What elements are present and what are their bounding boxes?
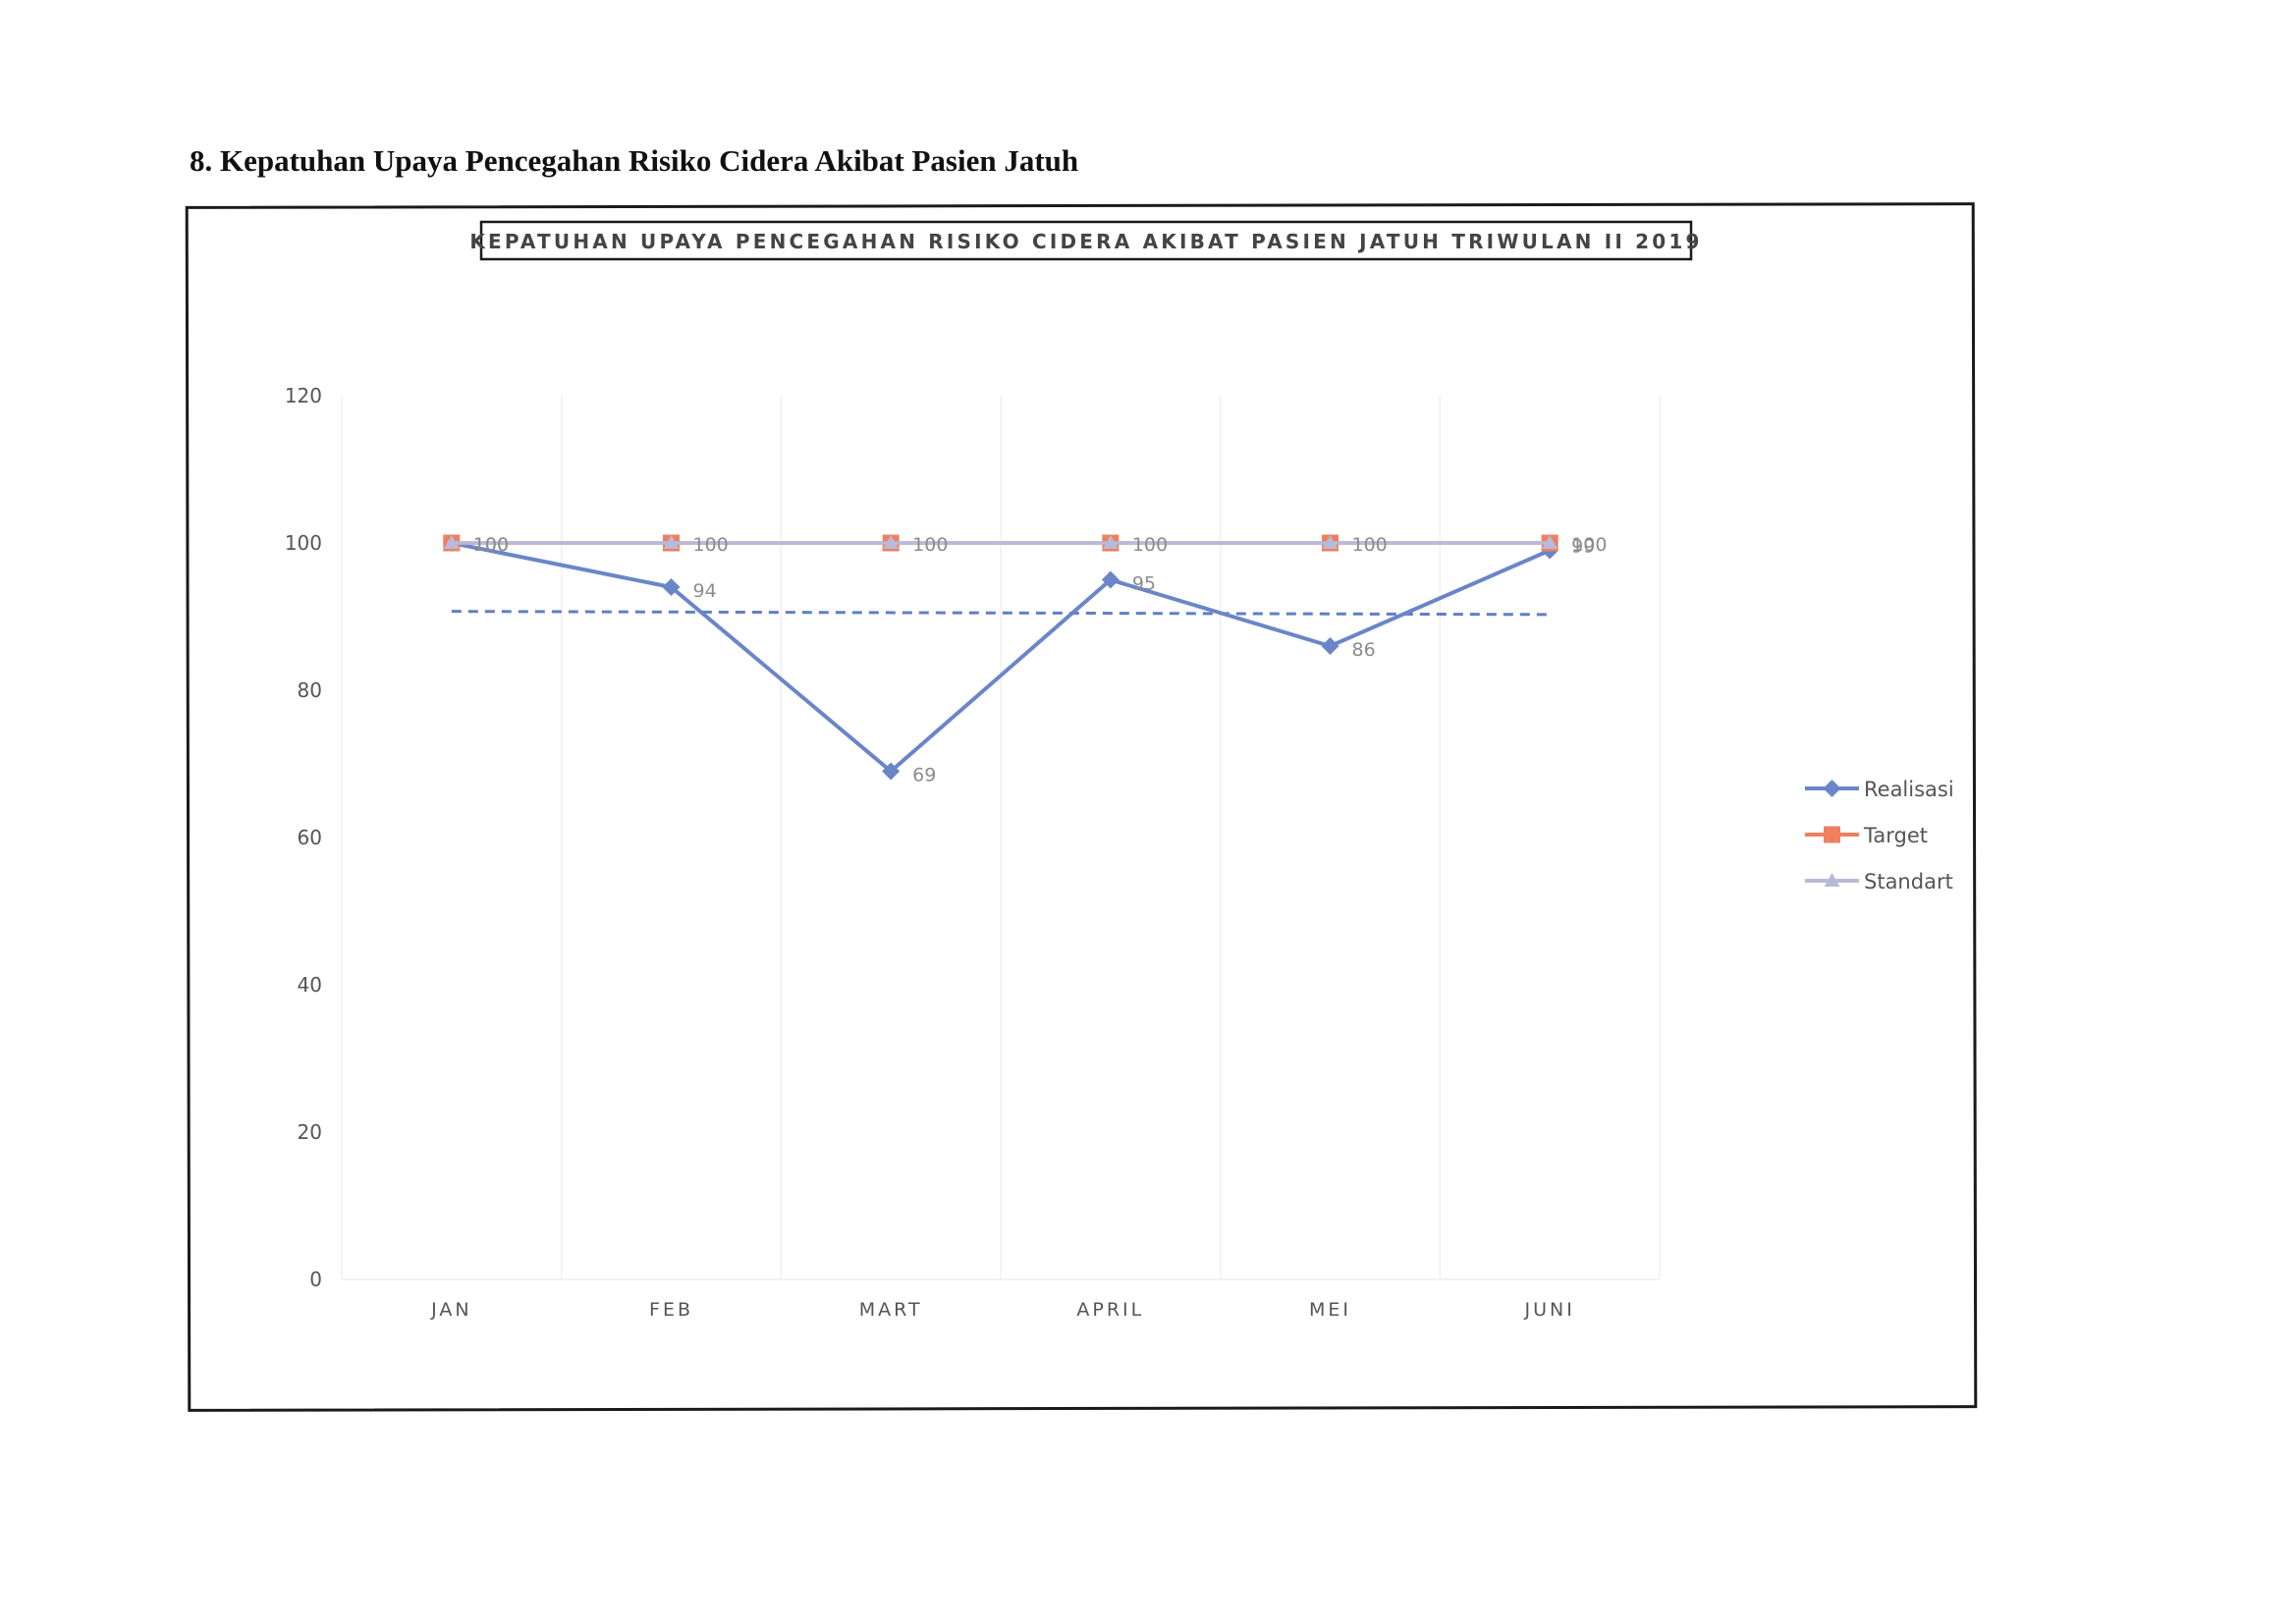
standart-data-label: 100 xyxy=(1132,534,1168,556)
x-axis: JAN FEB MART APRIL MEI JUNI xyxy=(430,1299,1575,1321)
y-axis: 0 20 40 60 80 100 120 xyxy=(285,384,322,1291)
y-tick-label: 80 xyxy=(298,678,322,702)
standart-point xyxy=(1322,535,1339,549)
realisasi-point xyxy=(1321,637,1339,655)
y-tick-label: 40 xyxy=(298,973,322,997)
legend-label: Standart xyxy=(1864,870,1953,893)
gridlines xyxy=(341,396,1661,1280)
standart-data-label: 100 xyxy=(473,534,509,556)
y-tick-label: 120 xyxy=(285,384,322,407)
legend-item-target: Target xyxy=(1805,824,1928,847)
standart-point xyxy=(663,535,680,549)
standart-point xyxy=(1102,535,1119,549)
series-layer xyxy=(442,534,1559,781)
x-tick-label: JAN xyxy=(430,1299,471,1321)
x-tick-label: APRIL xyxy=(1076,1299,1144,1321)
standart-data-label: 100 xyxy=(1352,534,1388,556)
chart-title: KEPATUHAN UPAYA PENCEGAHAN RISIKO CIDERA… xyxy=(469,230,1702,253)
y-tick-label: 100 xyxy=(285,531,322,555)
legend-label: Realisasi xyxy=(1864,778,1954,801)
legend-item-standart: Standart xyxy=(1805,870,1953,893)
realisasi-data-label: 99 xyxy=(1571,536,1595,558)
realisasi-data-label: 95 xyxy=(1132,573,1156,595)
x-tick-label: JUNI xyxy=(1524,1299,1575,1321)
y-tick-label: 60 xyxy=(298,826,322,849)
standart-data-label: 100 xyxy=(693,534,729,556)
realisasi-point xyxy=(1101,570,1120,589)
realisasi-point xyxy=(662,578,681,596)
standart-point xyxy=(443,535,460,549)
x-tick-label: FEB xyxy=(649,1299,693,1321)
legend-marker xyxy=(1823,780,1841,797)
legend-item-realisasi: Realisasi xyxy=(1805,778,1954,801)
realisasi-data-label: 100 xyxy=(473,534,509,556)
realisasi-data-label: 86 xyxy=(1352,639,1376,661)
legend-marker xyxy=(1824,826,1840,843)
legend: Realisasi Target Standart xyxy=(1805,778,1954,893)
y-tick-label: 0 xyxy=(309,1268,322,1291)
section-heading: 8. Kepatuhan Upaya Pencegahan Risiko Cid… xyxy=(190,143,1079,178)
standart-series xyxy=(443,535,1558,549)
x-tick-label: MART xyxy=(859,1299,923,1321)
legend-label: Target xyxy=(1863,824,1928,847)
legend-marker xyxy=(1824,873,1840,887)
realisasi-data-label: 94 xyxy=(693,580,717,602)
realisasi-point xyxy=(882,762,901,781)
chart-title-box: KEPATUHAN UPAYA PENCEGAHAN RISIKO CIDERA… xyxy=(469,220,1702,261)
standart-data-label: 100 xyxy=(912,534,948,556)
x-tick-label: MEI xyxy=(1309,1299,1351,1321)
realisasi-line xyxy=(451,541,1551,774)
realisasi-data-label: 69 xyxy=(912,765,936,786)
standart-point xyxy=(883,535,900,549)
y-tick-label: 20 xyxy=(298,1120,322,1144)
standart-point xyxy=(1542,535,1558,549)
standart-data-label: 100 xyxy=(1571,534,1607,556)
